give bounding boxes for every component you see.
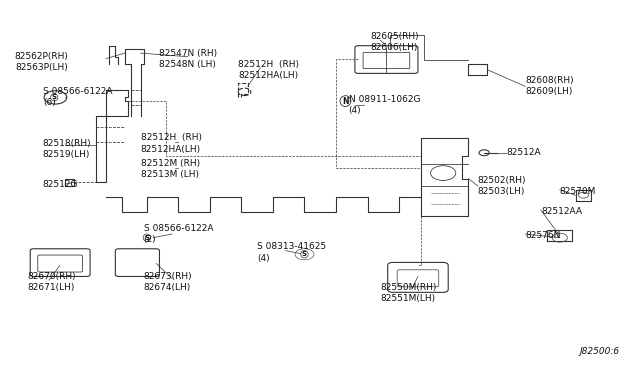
Text: 82673(RH)
82674(LH): 82673(RH) 82674(LH) — [144, 272, 192, 292]
Text: S 08566-6122A
(2): S 08566-6122A (2) — [144, 224, 213, 244]
Text: 82512G: 82512G — [43, 180, 78, 189]
Text: 82605(RH)
82606(LH): 82605(RH) 82606(LH) — [371, 32, 419, 52]
Text: 82512H  (RH)
82512HA(LH): 82512H (RH) 82512HA(LH) — [238, 60, 300, 80]
Text: 82518(RH)
82519(LH): 82518(RH) 82519(LH) — [43, 139, 92, 159]
Text: 82670(RH)
82671(LH): 82670(RH) 82671(LH) — [27, 272, 76, 292]
Text: N: N — [342, 97, 349, 106]
Text: 82608(RH)
82609(LH): 82608(RH) 82609(LH) — [525, 76, 573, 96]
Text: 82547N (RH)
82548N (LH): 82547N (RH) 82548N (LH) — [159, 49, 218, 69]
Text: S: S — [52, 94, 57, 100]
Text: S: S — [302, 251, 307, 257]
Text: N 08911-1062G
(4): N 08911-1062G (4) — [349, 95, 420, 115]
Text: 82512A: 82512A — [506, 148, 541, 157]
Text: J82500:6: J82500:6 — [580, 347, 620, 356]
Text: 82502(RH)
82503(LH): 82502(RH) 82503(LH) — [478, 176, 526, 196]
Text: S: S — [145, 235, 149, 241]
Text: 82576N: 82576N — [525, 231, 561, 240]
Text: 82512M (RH)
82513M (LH): 82512M (RH) 82513M (LH) — [141, 159, 200, 179]
Text: 82512AA: 82512AA — [541, 207, 582, 217]
Text: 82562P(RH)
82563P(LH): 82562P(RH) 82563P(LH) — [14, 52, 68, 73]
Text: 82512H  (RH)
82512HA(LH): 82512H (RH) 82512HA(LH) — [141, 134, 202, 154]
Text: 82550M(RH)
82551M(LH): 82550M(RH) 82551M(LH) — [380, 283, 436, 303]
Text: S 08313-41625
(4): S 08313-41625 (4) — [257, 243, 326, 263]
Text: S 08566-6122A
(6): S 08566-6122A (6) — [43, 87, 112, 108]
Text: 82570M: 82570M — [560, 187, 596, 196]
